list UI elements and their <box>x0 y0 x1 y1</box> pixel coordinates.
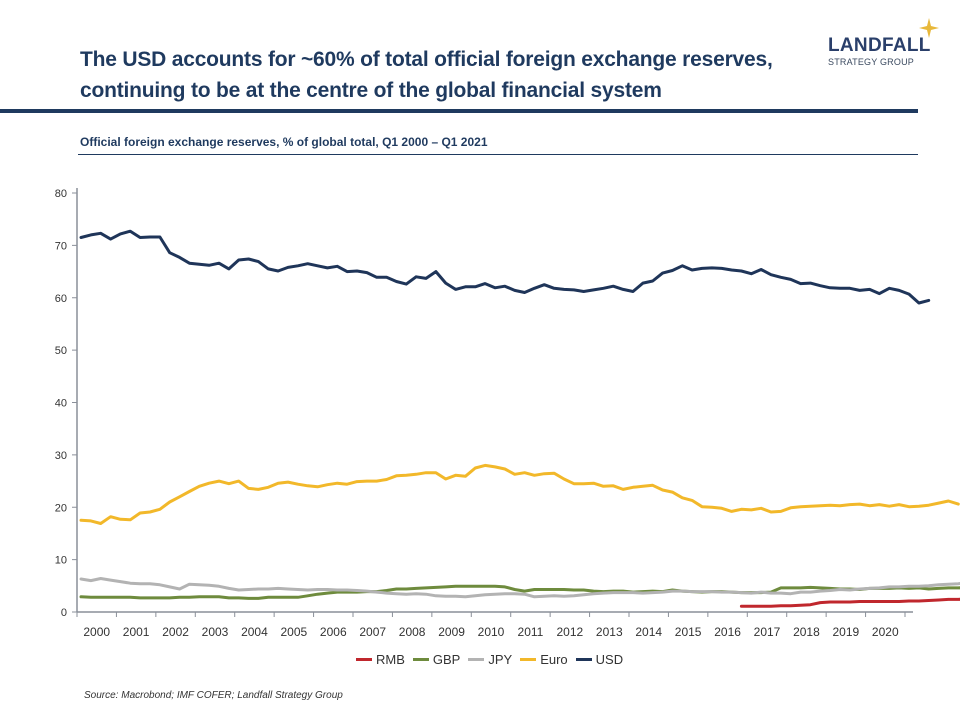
x-tick-label: 2002 <box>162 625 189 639</box>
x-tick-label: 2006 <box>320 625 347 639</box>
logo-sub-text: STRATEGY GROUP <box>828 57 914 67</box>
y-tick-label: 0 <box>61 607 67 619</box>
header-divider <box>0 109 918 113</box>
x-tick-label: 2014 <box>635 625 662 639</box>
legend-item-gbp: GBP <box>412 652 461 667</box>
x-tick-label: 2003 <box>202 625 229 639</box>
legend-item-usd: USD <box>575 652 624 667</box>
subtitle-divider <box>78 154 918 155</box>
x-tick-label: 2000 <box>83 625 110 639</box>
x-tick-label: 2001 <box>123 625 150 639</box>
y-tick-label: 10 <box>55 555 67 567</box>
x-tick-label: 2009 <box>438 625 465 639</box>
x-tick-label: 2010 <box>478 625 505 639</box>
x-tick-label: 2005 <box>281 625 308 639</box>
chart-subtitle: Official foreign exchange reserves, % of… <box>80 135 488 149</box>
legend-swatch <box>520 658 537 661</box>
legend-label: RMB <box>376 652 405 667</box>
legend-swatch <box>412 658 429 661</box>
star-icon <box>919 18 939 38</box>
source-note: Source: Macrobond; IMF COFER; Landfall S… <box>84 690 343 701</box>
x-tick-label: 2015 <box>675 625 702 639</box>
chart-legend: RMB GBP JPY Euro USD <box>356 652 623 667</box>
logo-main-text: LANDFALL <box>828 35 931 56</box>
x-tick-label: 2016 <box>714 625 741 639</box>
x-tick-label: 2007 <box>359 625 386 639</box>
x-tick-label: 2013 <box>596 625 623 639</box>
line-chart: 0 10 20 30 40 50 60 70 80 2000 2001 2002 2003 2004 200… <box>55 188 960 639</box>
y-tick-label: 70 <box>55 240 67 252</box>
legend-item-rmb: RMB <box>356 652 405 667</box>
x-tick-label: 2008 <box>399 625 426 639</box>
title-line-2: continuing to be at the centre of the gl… <box>80 79 662 102</box>
x-tick-label: 2017 <box>754 625 781 639</box>
company-logo: LANDFALL STRATEGY GROUP <box>828 35 931 68</box>
y-tick-label: 20 <box>55 502 67 514</box>
series-line-gbp <box>79 584 960 600</box>
x-tick-label: 2020 <box>872 625 899 639</box>
legend-label: Euro <box>540 652 568 667</box>
legend-swatch <box>468 658 485 661</box>
legend-item-jpy: JPY <box>468 652 512 667</box>
series-line-rmb <box>739 597 960 608</box>
legend-item-euro: Euro <box>520 652 568 667</box>
title-line-1: The USD accounts for ~60% of total offic… <box>80 48 773 71</box>
series-line-usd <box>79 229 931 305</box>
x-tick-label: 2012 <box>557 625 584 639</box>
y-tick-label: 80 <box>55 188 67 200</box>
legend-label: JPY <box>488 652 513 667</box>
x-tick-label: 2004 <box>241 625 268 639</box>
page-title: The USD accounts for ~60% of total offic… <box>80 44 800 106</box>
y-tick-label: 30 <box>55 450 67 462</box>
legend-swatch <box>575 658 592 661</box>
x-tick-label: 2019 <box>833 625 860 639</box>
x-tick-label: 2011 <box>518 625 544 639</box>
legend-swatch <box>356 658 372 661</box>
y-tick-label: 60 <box>55 293 67 305</box>
legend-label: GBP <box>432 652 461 667</box>
y-tick-label: 40 <box>55 398 67 410</box>
x-tick-label: 2018 <box>793 625 820 639</box>
series-line-jpy <box>79 577 960 599</box>
y-tick-label: 50 <box>55 345 67 357</box>
legend-label: USD <box>595 652 624 667</box>
series-line-euro <box>79 463 960 525</box>
